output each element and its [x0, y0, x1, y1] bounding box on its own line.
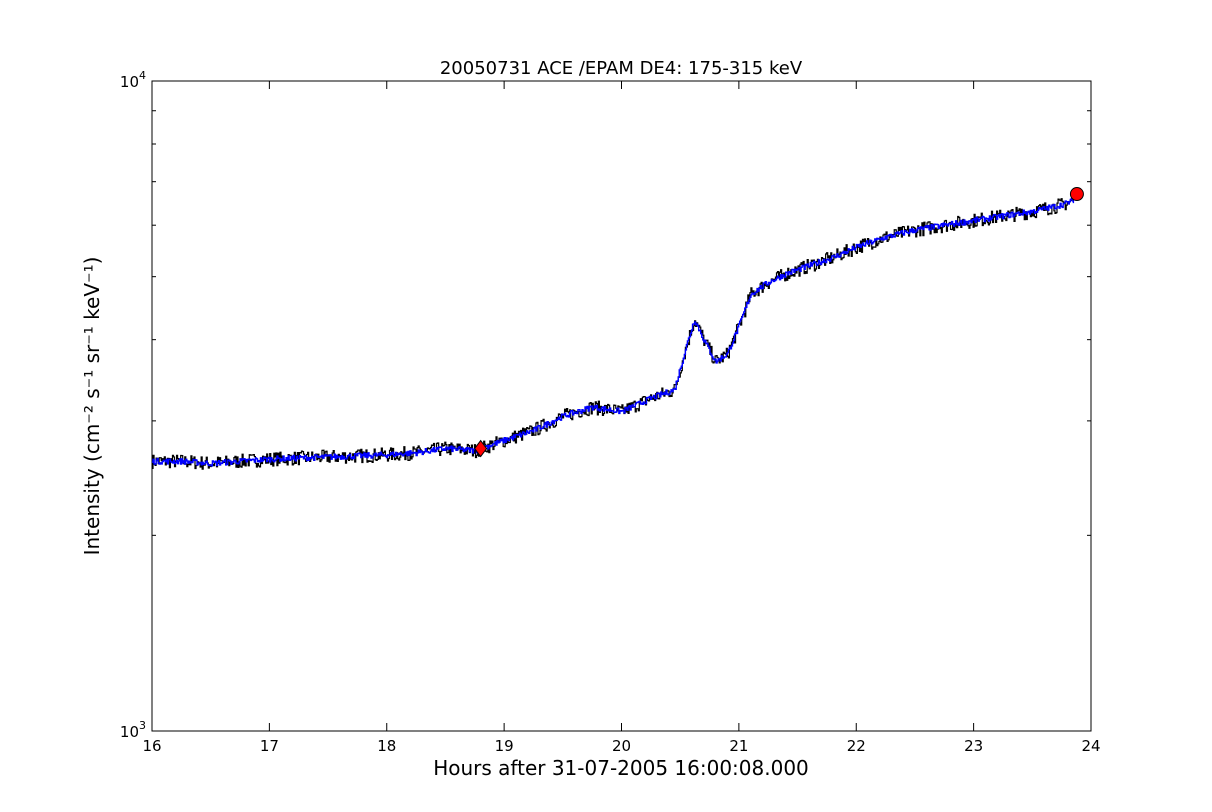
x-tick-label: 24 — [1081, 737, 1100, 755]
chart-title: 20050731 ACE /EPAM DE4: 175-315 keV — [440, 58, 803, 79]
x-tick-label: 18 — [377, 737, 396, 755]
y-tick-label: 104 — [120, 69, 146, 91]
x-axis-title: Hours after 31-07-2005 16:00:08.000 — [433, 756, 809, 780]
x-tick-label: 17 — [260, 737, 279, 755]
axis-ticks: 16 17 18 19 20 21 22 23 24 103 104 — [120, 69, 1101, 755]
x-tick-label: 19 — [495, 737, 514, 755]
diamond-marker — [474, 439, 488, 458]
x-tick-label: 16 — [142, 737, 161, 755]
smoothed-intensity-line — [152, 197, 1075, 467]
x-tick-label: 22 — [847, 737, 866, 755]
x-tick-label: 23 — [964, 737, 983, 755]
raw-intensity-line — [152, 197, 1074, 470]
circle-marker — [1069, 187, 1084, 202]
x-tick-label: 21 — [729, 737, 748, 755]
y-tick-label: 103 — [120, 719, 146, 741]
y-axis-title: Intensity (cm⁻² s⁻¹ sr⁻¹ keV⁻¹) — [80, 257, 104, 556]
x-tick-label: 20 — [612, 737, 631, 755]
marker-group — [474, 187, 1084, 458]
series-group — [152, 197, 1075, 470]
